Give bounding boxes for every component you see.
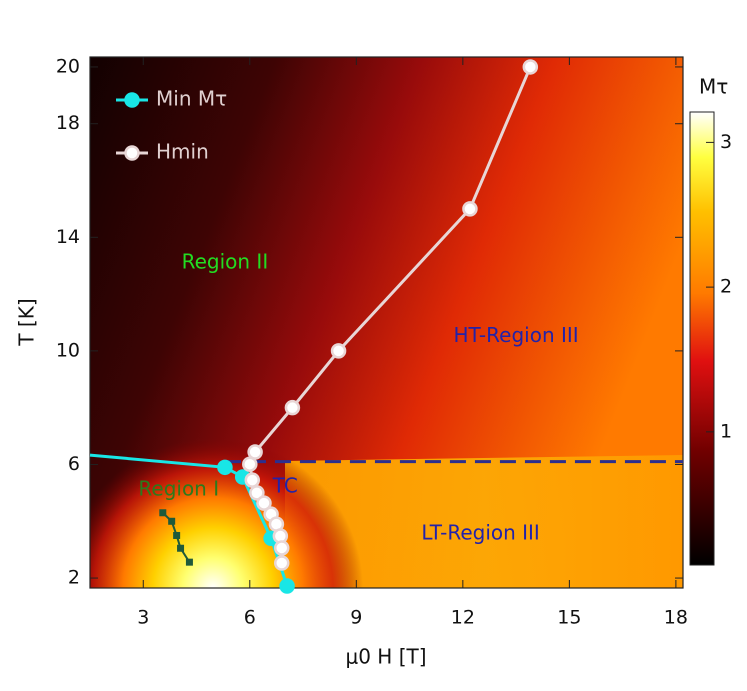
x-tick-label: 15 <box>557 607 581 629</box>
marker <box>273 540 290 556</box>
marker <box>279 578 295 594</box>
y-axis-label: T [K] <box>15 298 39 346</box>
y-tick-label: 14 <box>56 226 80 248</box>
x-tick-label: 3 <box>137 607 149 629</box>
legend-label: Min Mτ <box>156 87 227 111</box>
marker <box>177 544 185 552</box>
marker <box>242 456 258 472</box>
marker <box>522 59 539 75</box>
colorbar-tick-label: 1 <box>720 420 732 442</box>
x-axis-label: μ0 H [T] <box>345 645 426 669</box>
x-tick-label: 12 <box>451 607 475 629</box>
legend-marker <box>124 145 140 161</box>
y-tick-label: 18 <box>56 112 80 134</box>
y-tick-label: 2 <box>68 567 80 589</box>
marker <box>217 459 233 476</box>
marker <box>284 399 301 416</box>
legend-marker <box>124 92 140 108</box>
marker <box>247 444 263 460</box>
annotation: Region II <box>182 249 269 273</box>
x-tick-label: 18 <box>664 607 688 629</box>
annotation: HT-Region III <box>454 323 579 347</box>
colorbar-tick-label: 2 <box>720 276 732 298</box>
y-tick-label: 20 <box>56 55 80 77</box>
x-tick-label: 6 <box>244 607 256 629</box>
annotation: TC <box>272 474 298 498</box>
legend-label: Hmin <box>156 140 209 164</box>
marker <box>185 558 193 566</box>
colorbar-tick-label: 3 <box>720 131 732 153</box>
marker <box>159 509 167 517</box>
plot-frame <box>89 56 684 589</box>
annotation: LT-Region III <box>421 521 540 545</box>
marker <box>244 472 261 488</box>
x-tick-label: 9 <box>350 607 362 629</box>
marker <box>256 495 272 511</box>
marker <box>462 201 478 217</box>
colorbar-label: Mτ <box>699 75 728 99</box>
marker <box>168 517 176 525</box>
marker <box>330 343 347 359</box>
annotation: Region I <box>138 477 219 501</box>
y-tick-label: 6 <box>68 453 80 475</box>
heatmap <box>90 57 683 588</box>
marker <box>173 531 181 539</box>
colorbar <box>689 111 715 566</box>
y-tick-label: 10 <box>56 339 80 361</box>
marker <box>273 555 290 571</box>
marker <box>249 485 265 501</box>
